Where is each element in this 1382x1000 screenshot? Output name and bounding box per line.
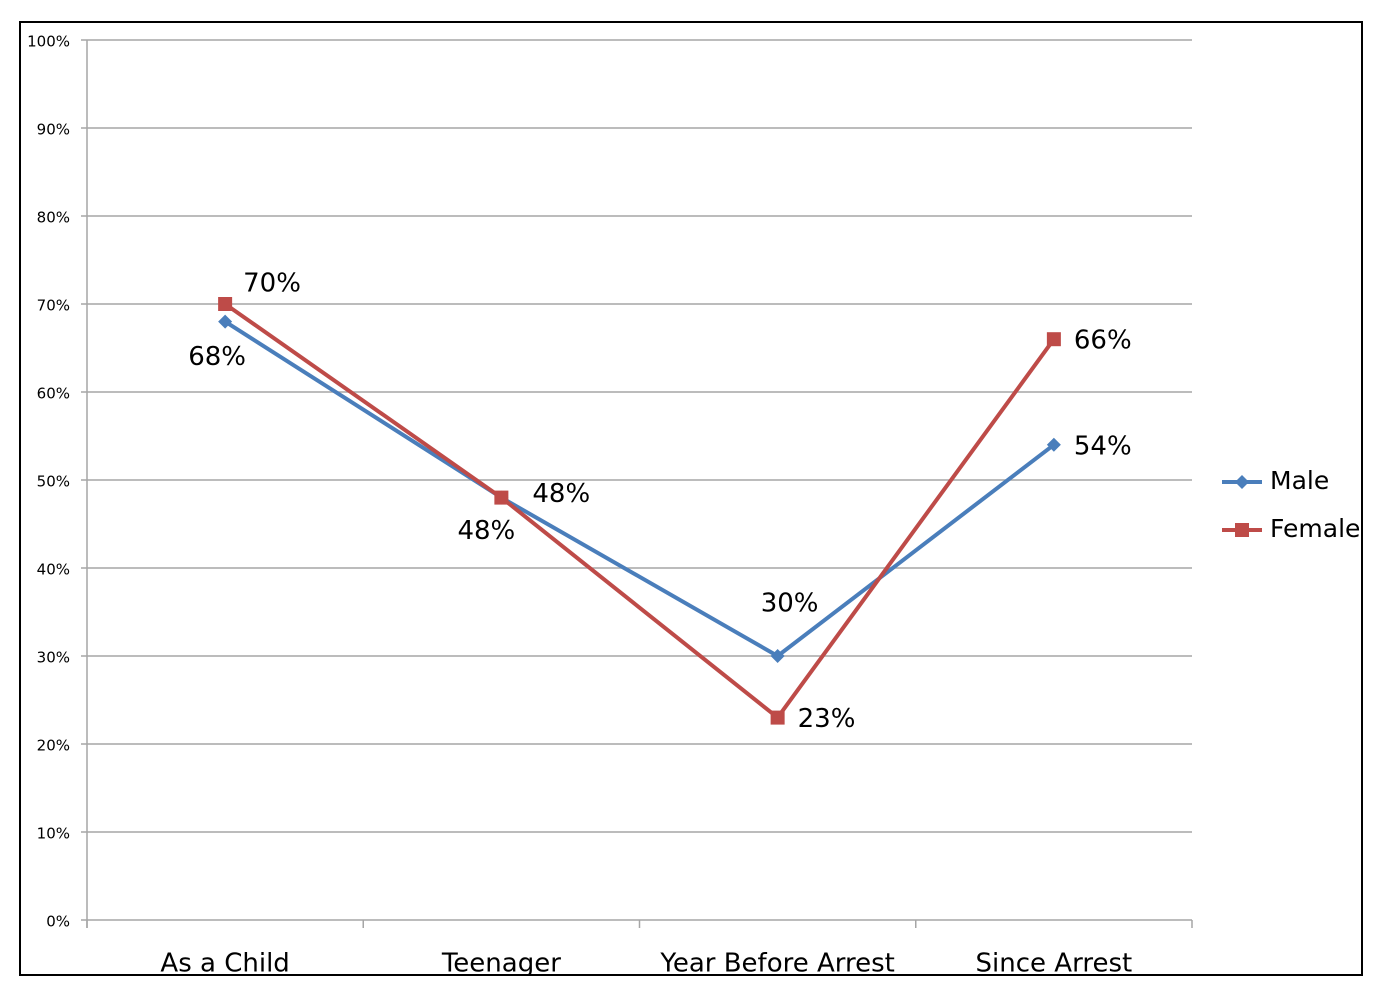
line <box>224 319 1056 658</box>
y-tick-label: 90% <box>37 121 70 139</box>
marker <box>1046 437 1061 452</box>
y-tick-label: 100% <box>27 33 70 51</box>
data-label: 48% <box>532 479 590 509</box>
chart-border <box>19 21 1363 976</box>
y-tick-label: 50% <box>37 473 70 491</box>
plot: 0% 10% 20% 30% 40% 50% 60% 70% 80% 90% 100% As a Ch… <box>27 33 1360 979</box>
y-tick-label: 30% <box>37 649 70 667</box>
data-label: 68% <box>188 342 246 372</box>
y-tick-label: 0% <box>46 913 70 931</box>
x-tick-label: Teenager <box>441 949 561 979</box>
y-tick-label: 80% <box>37 209 70 227</box>
y-tick-label: 10% <box>37 825 70 843</box>
marker <box>770 649 785 663</box>
x-tick-label: As a Child <box>160 949 289 979</box>
marker <box>494 490 509 505</box>
marker <box>1235 475 1249 489</box>
y-tick-label: 60% <box>37 385 70 403</box>
data-label: 30% <box>761 589 819 619</box>
y-tick-label: 40% <box>37 561 70 579</box>
data-label: 66% <box>1074 326 1132 356</box>
x-tick-label: Year Before Arrest <box>659 949 894 979</box>
data-label: 54% <box>1074 431 1132 461</box>
y-tick-label: 20% <box>37 737 70 755</box>
data-label: 48% <box>457 516 515 546</box>
marker <box>1235 523 1249 537</box>
line <box>223 302 1056 720</box>
data-label: 23% <box>798 704 856 734</box>
marker <box>1046 332 1061 347</box>
x-tick-label: Since Arrest <box>976 949 1133 979</box>
data-label: 70% <box>243 269 301 299</box>
marker <box>218 314 233 329</box>
legend-label: Male <box>1270 466 1329 495</box>
marker <box>218 297 233 311</box>
marker <box>770 710 785 725</box>
legend-label: Female <box>1270 514 1360 543</box>
y-tick-label: 70% <box>37 297 70 315</box>
